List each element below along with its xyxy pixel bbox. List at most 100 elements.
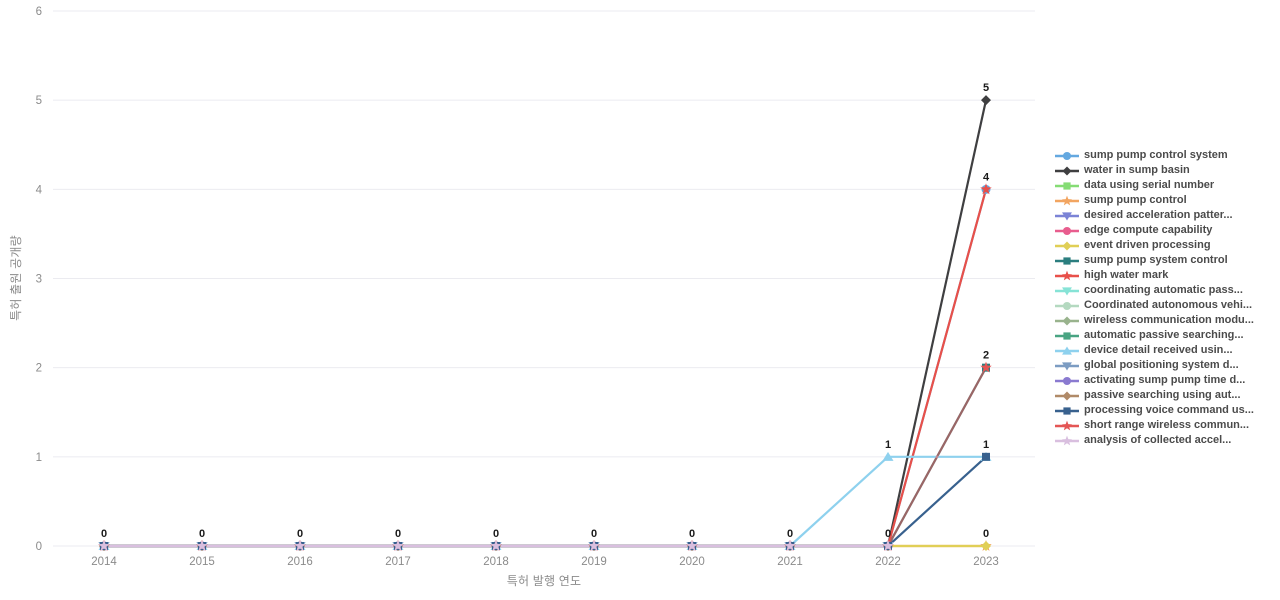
legend-item[interactable]: Coordinated autonomous vehi... [1055,298,1254,313]
legend-item[interactable]: device detail received usin... [1055,343,1254,358]
y-tick-label: 5 [36,95,42,107]
legend-item[interactable]: coordinating automatic pass... [1055,283,1254,298]
series-line [104,457,986,546]
series-marker [1062,270,1072,280]
series-marker [1063,257,1070,264]
legend-item[interactable]: activating sump pump time d... [1055,373,1254,388]
y-tick-label: 3 [36,273,42,285]
x-tick-label: 2019 [581,556,607,568]
legend-marker-icon [1055,285,1079,297]
x-axis-title: 특허 발행 연도 [53,572,1035,589]
legend-item-label: processing voice command us... [1084,403,1254,418]
x-tick-label: 2015 [189,556,215,568]
series-marker [1063,226,1071,234]
legend-marker-icon [1055,375,1079,387]
legend-item-label: sump pump control [1084,193,1187,208]
series-marker [1063,391,1072,400]
point-label: 0 [297,528,303,540]
series-marker[interactable] [981,95,991,105]
legend-item-label: desired acceleration patter... [1084,208,1233,223]
legend-marker-icon [1055,330,1079,342]
legend-item[interactable]: data using serial number [1055,178,1254,193]
legend-item-label: sump pump control system [1084,148,1228,163]
legend-item-label: event driven processing [1084,238,1211,253]
series-marker [1063,151,1071,159]
point-label: 0 [787,528,793,540]
series-line [104,457,986,546]
x-tick-label: 2017 [385,556,411,568]
legend-item-label: edge compute capability [1084,223,1212,238]
point-label: 0 [591,528,597,540]
y-tick-label: 4 [36,184,43,196]
y-axis-title: 특허 출원 공개량 [7,178,23,378]
legend-item-label: short range wireless commun... [1084,418,1249,433]
point-label: 0 [885,528,891,540]
series-marker [1062,435,1072,445]
legend-item-label: water in sump basin [1084,163,1190,178]
legend-marker-icon [1055,405,1079,417]
legend-item-label: data using serial number [1084,178,1214,193]
y-tick-label: 2 [36,363,42,375]
legend-item-label: device detail received usin... [1084,343,1233,358]
series-marker [1063,301,1071,309]
x-tick-label: 2020 [679,556,705,568]
point-label: 1 [983,439,989,451]
series-marker [1063,241,1072,250]
y-tick-label: 1 [36,452,42,464]
legend-item[interactable]: sump pump system control [1055,253,1254,268]
legend-item[interactable]: passive searching using aut... [1055,388,1254,403]
legend-item-label: wireless communication modu... [1084,313,1254,328]
legend-marker-icon [1055,165,1079,177]
legend-item-label: global positioning system d... [1084,358,1239,373]
legend-marker-icon [1055,270,1079,282]
legend: sump pump control systemwater in sump ba… [1055,148,1254,448]
y-tick-label: 0 [36,541,42,553]
y-tick-label: 6 [36,6,42,18]
series-marker[interactable] [982,453,990,461]
legend-item-label: Coordinated autonomous vehi... [1084,298,1252,313]
legend-item-label: analysis of collected accel... [1084,433,1231,448]
legend-item-label: coordinating automatic pass... [1084,283,1243,298]
legend-marker-icon [1055,420,1079,432]
legend-marker-icon [1055,360,1079,372]
x-tick-label: 2014 [91,556,117,568]
point-label: 0 [493,528,499,540]
legend-item[interactable]: global positioning system d... [1055,358,1254,373]
legend-marker-icon [1055,210,1079,222]
line-chart: 0123456201420152016201720182019202020212… [0,0,1280,600]
series-marker [1063,376,1071,384]
point-label: 1 [885,439,891,451]
series-marker [1063,182,1070,189]
legend-marker-icon [1055,225,1079,237]
legend-marker-icon [1055,180,1079,192]
series-marker[interactable] [981,541,991,551]
legend-item[interactable]: automatic passive searching... [1055,328,1254,343]
point-label: 2 [983,350,989,362]
legend-item[interactable]: sump pump control [1055,193,1254,208]
legend-item[interactable]: processing voice command us... [1055,403,1254,418]
legend-item[interactable]: water in sump basin [1055,163,1254,178]
legend-item[interactable]: high water mark [1055,268,1254,283]
series-marker [1062,195,1072,205]
legend-marker-icon [1055,195,1079,207]
legend-item[interactable]: desired acceleration patter... [1055,208,1254,223]
legend-item[interactable]: analysis of collected accel... [1055,433,1254,448]
legend-item-label: automatic passive searching... [1084,328,1244,343]
legend-item[interactable]: short range wireless commun... [1055,418,1254,433]
x-tick-label: 2016 [287,556,313,568]
series-marker [1063,332,1070,339]
legend-marker-icon [1055,240,1079,252]
legend-item[interactable]: sump pump control system [1055,148,1254,163]
legend-item[interactable]: event driven processing [1055,238,1254,253]
legend-item-label: activating sump pump time d... [1084,373,1245,388]
point-label: 0 [395,528,401,540]
series-marker [1063,407,1070,414]
legend-item-label: high water mark [1084,268,1168,283]
legend-item-label: sump pump system control [1084,253,1228,268]
point-label: 5 [983,82,989,94]
legend-item[interactable]: wireless communication modu... [1055,313,1254,328]
point-label: 0 [101,528,107,540]
legend-item[interactable]: edge compute capability [1055,223,1254,238]
point-label: 4 [983,171,990,183]
point-label: 0 [199,528,205,540]
